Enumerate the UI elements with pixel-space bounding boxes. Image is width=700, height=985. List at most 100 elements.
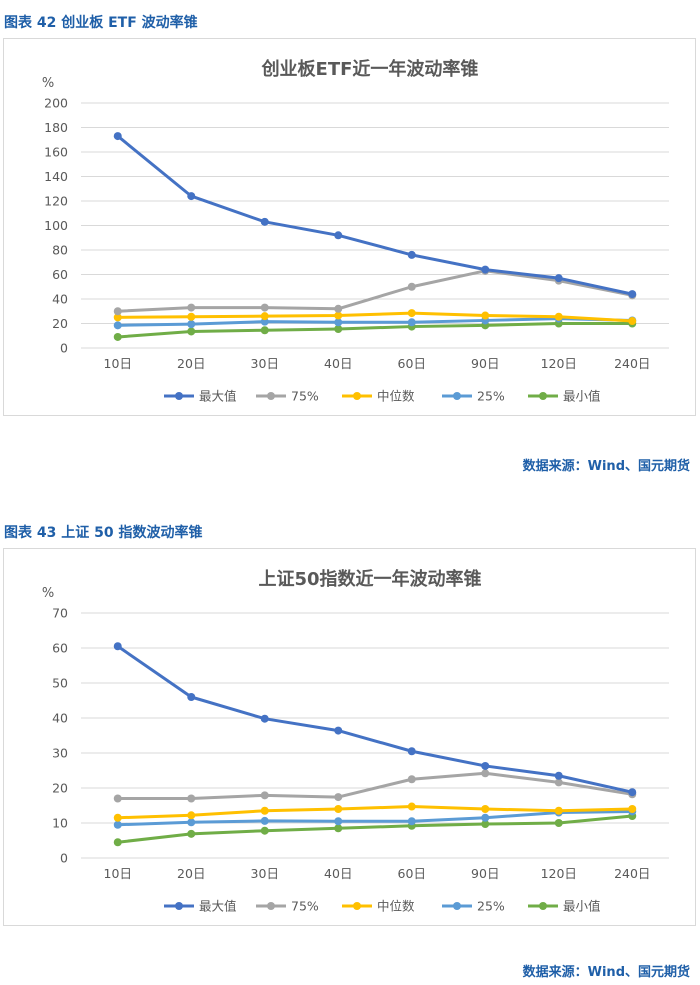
x-tick-label: 60日 [398,356,426,371]
legend-swatch-marker [353,902,361,910]
data-point [628,805,637,813]
data-point [187,811,196,820]
chart-title: 创业板ETF近一年波动率锥 [261,58,479,80]
data-point [554,274,563,283]
data-point [334,318,343,327]
x-tick-label: 120日 [541,866,577,881]
x-tick-label: 10日 [104,356,132,371]
legend-swatch-marker [453,392,461,400]
legend-label: 中位数 [377,389,415,404]
data-point [481,311,490,320]
data-point [481,813,490,822]
data-point [113,313,122,322]
y-tick-label: 80 [52,243,68,258]
legend-label: 最大值 [199,899,237,914]
data-point [187,818,196,827]
chart-title: 上证50指数近一年波动率锥 [258,568,481,590]
y-tick-label: 180 [44,120,68,135]
legend-swatch-marker [353,392,361,400]
y-tick-label: 0 [60,851,68,866]
data-point [260,217,269,226]
data-point [407,309,416,318]
legend-label: 25% [477,389,505,404]
x-tick-label: 30日 [251,356,279,371]
data-point [187,327,196,336]
y-tick-label: 70 [52,606,68,621]
data-point [260,806,269,815]
data-point [113,642,122,651]
data-point [113,794,122,803]
chart-svg: 创业板ETF近一年波动率锥% 0 20 40 60 80 100 120 140 160 180 20… [42,58,669,404]
data-point [334,824,343,833]
series-line [116,311,634,323]
data-point [113,820,122,829]
legend-label: 最小值 [563,389,601,404]
data-point [113,332,122,341]
legend-label: 最小值 [563,899,601,914]
data-point [554,771,563,780]
data-point [187,794,196,803]
legend-swatch-marker [175,392,183,400]
y-tick-label: 50 [52,676,68,691]
series-line [116,134,634,296]
y-tick-label: 0 [60,341,68,356]
data-point [481,265,490,274]
y-tick-label: 120 [44,194,68,209]
legend-swatch-marker [539,392,547,400]
data-point [481,761,490,770]
legend-swatch-marker [175,902,183,910]
data-point [554,806,563,815]
data-point [187,829,196,838]
legend-label: 75% [291,389,319,404]
legend-swatch-marker [539,902,547,910]
series-line [116,322,634,339]
y-tick-label: 60 [52,267,68,282]
x-tick-label: 240日 [614,866,650,881]
legend-swatch-marker [267,392,275,400]
data-point [260,816,269,825]
x-tick-label: 30日 [251,866,279,881]
y-tick-label: 20 [52,316,68,331]
data-point [260,326,269,335]
x-tick-label: 90日 [471,866,499,881]
series-line [116,644,634,794]
data-point [260,791,269,800]
x-tick-label: 240日 [614,356,650,371]
y-tick-label: 30 [52,746,68,761]
series-line [116,269,634,313]
data-point [628,788,637,797]
data-point [407,282,416,291]
y-tick-label: 140 [44,169,68,184]
series-line [116,805,634,820]
data-point [407,817,416,826]
y-tick-label: 100 [44,218,68,233]
legend-label: 中位数 [377,899,415,914]
y-axis-label: % [42,586,54,601]
data-point [481,820,490,829]
data-point [407,802,416,811]
data-point [334,325,343,334]
data-point [187,320,196,329]
x-tick-label: 90日 [471,356,499,371]
data-point [334,231,343,240]
legend-swatch-marker [453,902,461,910]
y-tick-label: 60 [52,641,68,656]
data-point [554,778,563,787]
data-point [407,747,416,756]
y-tick-label: 40 [52,292,68,307]
x-tick-label: 20日 [177,866,205,881]
data-point [554,312,563,321]
data-point [407,318,416,327]
data-point [187,693,196,701]
figure-caption: 图表 43 上证 50 指数波动率锥 [4,525,203,541]
data-point [481,769,490,778]
figure-caption: 图表 42 创业板 ETF 波动率锥 [4,15,198,31]
y-tick-label: 200 [44,96,68,111]
x-tick-label: 60日 [398,866,426,881]
data-point [113,813,122,822]
y-tick-label: 20 [52,781,68,796]
legend-label: 最大值 [199,389,237,404]
x-tick-label: 120日 [541,356,577,371]
data-point [334,304,343,313]
series-line [116,771,634,800]
